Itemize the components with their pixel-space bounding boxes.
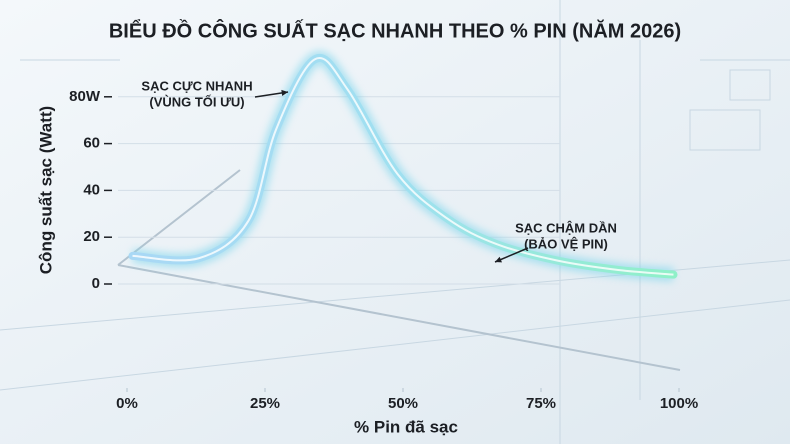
annotation: SẠC CHẬM DẦN [515,220,617,235]
x-tick-label: 50% [388,395,418,412]
axis-frame [117,169,681,371]
y-tick-label: 20 [83,228,100,245]
x-tick-label: 100% [660,395,698,412]
annotation: (VÙNG TỐI ƯU) [149,94,244,109]
x-tick-label: 0% [116,395,138,412]
annotation-arrowhead [281,89,288,96]
annotation-arrowhead [495,256,502,263]
x-tick-label: 75% [526,395,556,412]
y-tick-label: 0 [92,275,100,292]
y-axis-label: Công suất sạc (Watt) [36,106,55,274]
y-tick-label: 40 [83,181,100,198]
y-tick-label: 80W [69,88,101,105]
annotation: SẠC CỰC NHANH [141,78,252,93]
y-tick-label: 60 [83,135,100,152]
line-highlight [132,56,674,276]
annotation: (BẢO VỆ PIN) [524,236,608,251]
x-tick-label: 25% [250,395,280,412]
chart-title: BIỂU ĐỒ CÔNG SUẤT SẠC NHANH THEO % PIN (… [109,18,681,42]
x-axis-label: % Pin đã sạc [354,417,458,436]
